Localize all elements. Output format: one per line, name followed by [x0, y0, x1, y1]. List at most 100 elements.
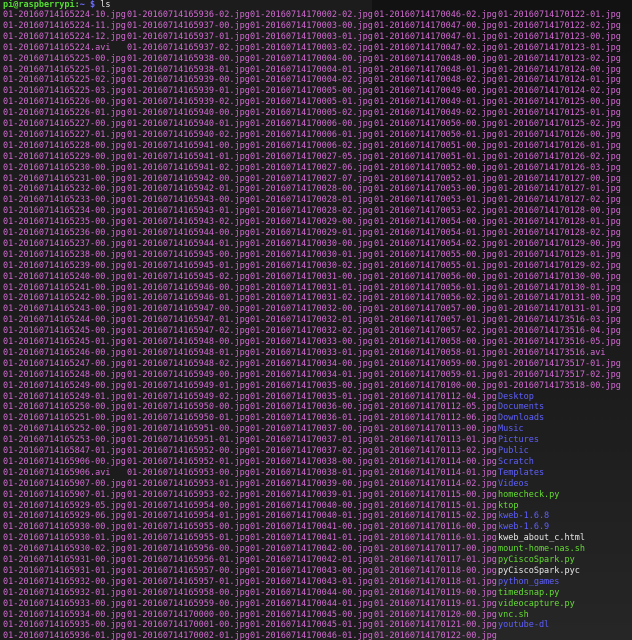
file-entry: 01-20160714170059-01.jpg [374, 369, 497, 380]
file-entry: 01-20160714165231-00.jpg [3, 173, 126, 184]
file-entry: 01-20160714170047-00.jpg [374, 20, 497, 31]
file-entry: 01-20160714165940-00.jpg [127, 108, 250, 119]
file-entry: 01-20160714165246-00.jpg [3, 347, 126, 358]
file-entry: 01-20160714165224-10.jpg [3, 10, 126, 20]
file-entry: 01-20160714165847-01.jpg [3, 446, 126, 456]
file-entry: 01-20160714170055-00.jpg [374, 249, 497, 260]
file-entry: 01-20160714170049-01.jpg [374, 97, 497, 108]
file-entry: 01-20160714170039-01.jpg [250, 489, 373, 500]
file-entry: 01-20160714170121-00.jpg [374, 620, 497, 631]
file-entry: 01-20160714165245-00.jpg [3, 326, 126, 337]
file-entry: 01-20160714170036-01.jpg [250, 413, 373, 424]
file-entry: 01-20160714170130-00.jpg [498, 271, 621, 282]
file-entry: 01-20160714170056-01.jpg [374, 282, 497, 293]
file-entry: 01-20160714165941-00.jpg [127, 140, 250, 151]
file-entry: 01-20160714170048-01.jpg [374, 64, 497, 75]
file-entry: 01-20160714170006-01.jpg [250, 129, 373, 140]
file-entry: 01-20160714173516-04.jpg [498, 326, 621, 337]
file-entry: 01-20160714165931-00.jpg [3, 555, 126, 565]
file-entry: 01-20160714170027-07.jpg [250, 173, 373, 184]
file-entry: 01-20160714170000-00.jpg [127, 609, 250, 620]
file-entry: 01-20160714170119-00.jpg [374, 587, 497, 598]
file-entry: 01-20160714165241-00.jpg [3, 282, 126, 293]
file-entry: 01-20160714170028-01.jpg [250, 195, 373, 206]
file-entry: 01-20160714165228-00.jpg [3, 140, 126, 151]
file-entry: 01-20160714170047-02.jpg [374, 42, 497, 53]
file-entry: 01-20160714170050-01.jpg [374, 129, 497, 140]
file-entry: 01-20160714170051-01.jpg [374, 151, 497, 162]
file-entry: 01-20160714170034-01.jpg [250, 369, 373, 380]
file-entry: 01-20160714165939-00.jpg [127, 75, 250, 86]
file-entry: 01-20160714170054-00.jpg [374, 217, 497, 228]
file-entry: 01-20160714165247-00.jpg [3, 358, 126, 369]
file-entry: 01-20160714170059-00.jpg [374, 358, 497, 369]
file-entry: homecheck.py [498, 489, 560, 500]
file-entry: 01-20160714170128-02.jpg [498, 228, 621, 238]
file-entry: 01-20160714170119-01.jpg [374, 598, 497, 609]
file-entry: 01-20160714165937-00.jpg [127, 20, 250, 31]
file-entry: 01-20160714165958-00.jpg [127, 587, 250, 598]
file-entry: 01-20160714165932-01.jpg [3, 587, 126, 598]
file-entry: 01-20160714170129-00.jpg [498, 238, 621, 249]
prompt-user-host: pi@raspberrypi: [3, 0, 80, 10]
file-entry: 01-20160714170006-02.jpg [250, 140, 373, 151]
file-entry: 01-20160714165954-00.jpg [127, 500, 250, 511]
file-entry: Documents [498, 402, 545, 413]
file-entry: Desktop [498, 391, 534, 402]
file-entry: 01-20160714165943-00.jpg [127, 195, 250, 206]
file-entry: 01-20160714170115-01.jpg [374, 500, 497, 511]
file-entry: 01-20160714170124-01.jpg [498, 75, 621, 86]
file-entry: 01-20160714165947-00.jpg [127, 304, 250, 315]
file-entry: 01-20160714165943-01.jpg [127, 206, 250, 217]
file-entry: 01-20160714170049-00.jpg [374, 86, 497, 97]
window-shade [372, 0, 632, 640]
file-entry: 01-20160714165945-02.jpg [127, 271, 250, 282]
file-entry: Scratch [498, 456, 534, 467]
file-entry: 01-20160714165936-02.jpg [127, 10, 250, 20]
file-entry: 01-20160714165249-00.jpg [3, 380, 126, 391]
file-entry: 01-20160714165949-02.jpg [127, 391, 250, 402]
file-entry: 01-20160714165929-05.jpg [3, 500, 126, 511]
file-entry: 01-20160714165225-02.jpg [3, 75, 126, 86]
file-entry: 01-20160714165232-00.jpg [3, 184, 126, 195]
file-entry: vnc.sh [498, 609, 529, 620]
file-entry: 01-20160714170028-02.jpg [250, 206, 373, 217]
file-entry: 01-20160714165929-06.jpg [3, 511, 126, 522]
file-entry: 01-20160714165931-01.jpg [3, 565, 126, 576]
file-entry: 01-20160714165945-00.jpg [127, 249, 250, 260]
file-entry: 01-20160714170124-00.jpg [498, 64, 621, 75]
file-entry: 01-20160714170040-01.jpg [250, 511, 373, 522]
file-entry: 01-20160714173516.avi [498, 347, 606, 358]
file-entry: 01-20160714165951-00.jpg [127, 424, 250, 435]
file-entry: 01-20160714170057-00.jpg [374, 304, 497, 315]
file-entry: 01-20160714170056-00.jpg [374, 271, 497, 282]
file-entry: 01-20160714170042-01.jpg [250, 555, 373, 565]
file-entry: 01-20160714165959-00.jpg [127, 598, 250, 609]
prompt-command: ls [100, 0, 111, 10]
file-entry: 01-20160714165955-00.jpg [127, 522, 250, 533]
file-entry: 01-20160714165226-01.jpg [3, 108, 126, 119]
file-entry: 01-20160714165949-01.jpg [127, 380, 250, 391]
file-entry: 01-20160714170118-00.jpg [374, 565, 497, 576]
file-entry: 01-20160714165952-00.jpg [127, 446, 250, 456]
file-entry: 01-20160714170032-00.jpg [250, 304, 373, 315]
file-entry: 01-20160714170045-01.jpg [250, 620, 373, 631]
file-entry: 01-20160714170041-01.jpg [250, 533, 373, 544]
file-entry: 01-20160714165244-00.jpg [3, 315, 126, 326]
file-entry: 01-20160714165240-00.jpg [3, 271, 126, 282]
file-entry: 01-20160714170053-02.jpg [374, 206, 497, 217]
file-entry: 01-20160714165932-00.jpg [3, 576, 126, 587]
file-entry: 01-20160714165944-01.jpg [127, 238, 250, 249]
file-entry: 01-20160714170054-01.jpg [374, 228, 497, 238]
file-entry: 01-20160714170126-03.jpg [498, 162, 621, 173]
file-entry: 01-20160714170029-00.jpg [250, 217, 373, 228]
file-entry: 01-20160714165251-00.jpg [3, 413, 126, 424]
file-entry: 01-20160714165953-01.jpg [127, 478, 250, 489]
file-entry: 01-20160714170030-01.jpg [250, 249, 373, 260]
file-entry: Downloads [498, 413, 545, 424]
file-entry: 01-20160714170130-01.jpg [498, 282, 621, 293]
file-entry: 01-20160714170113-01.jpg [374, 435, 497, 446]
file-entry: videocapture.py [498, 598, 575, 609]
file-entry: 01-20160714170034-00.jpg [250, 358, 373, 369]
